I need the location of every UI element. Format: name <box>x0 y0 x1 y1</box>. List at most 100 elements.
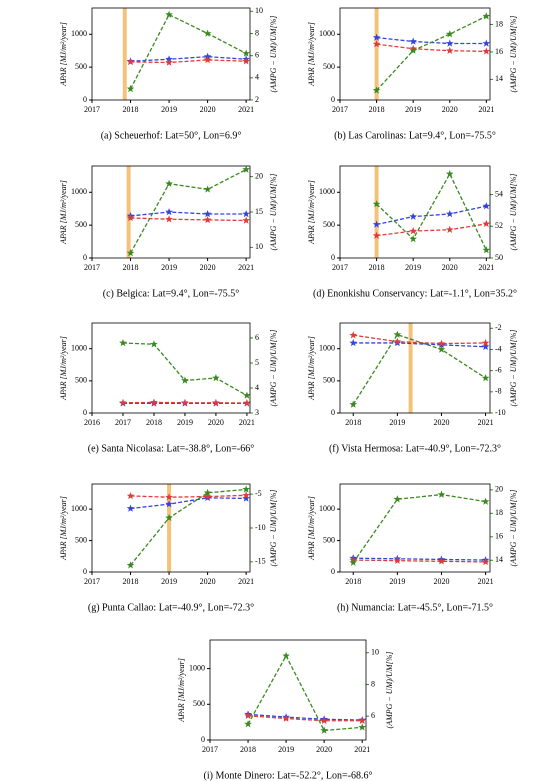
y-tick-label: 0 <box>331 408 335 417</box>
point <box>482 202 491 210</box>
y2-tick-label: -5 <box>255 489 262 498</box>
x-tick-label: 2019 <box>161 577 177 586</box>
point <box>126 213 135 222</box>
y2-axis-label: (AMPG − UM)/UM[%] <box>509 174 518 251</box>
point <box>203 492 212 500</box>
caption: (i) Monte Dinero: Lat=-52.2°, Lon=-68.6° <box>204 770 373 781</box>
point <box>437 490 446 498</box>
y-tick-label: 1000 <box>319 504 335 513</box>
y2-tick-label: 5 <box>255 358 259 367</box>
x-tick-label: 2017 <box>115 418 131 427</box>
point <box>242 485 250 493</box>
point <box>243 399 251 407</box>
point <box>165 513 173 522</box>
point <box>409 46 417 54</box>
y2-tick-label: -4 <box>495 344 502 353</box>
x-tick-label: 2018 <box>369 263 385 272</box>
y-tick-label: 1000 <box>71 29 87 38</box>
x-tick-label: 2021 <box>238 105 254 114</box>
x-tick-label: 2018 <box>345 418 361 427</box>
x-tick-label: 2017 <box>332 105 348 114</box>
point <box>126 491 135 500</box>
point <box>244 711 252 719</box>
x-tick-label: 2020 <box>316 745 332 754</box>
point <box>203 29 212 37</box>
point <box>481 338 490 347</box>
x-tick-label: 2019 <box>389 418 405 427</box>
y2-tick-label: -10 <box>495 408 506 417</box>
y2-tick-label: 10 <box>255 6 263 15</box>
axes-frame <box>91 7 251 101</box>
y2-axis-label: (AMPG − UM)/UM[%] <box>269 16 278 93</box>
x-tick-label: 2017 <box>332 263 348 272</box>
y-axis-label: APAR [MJ/m²/year] <box>307 180 316 245</box>
point <box>372 86 381 94</box>
point <box>482 39 491 47</box>
point <box>320 726 328 734</box>
y-tick-label: 500 <box>75 62 87 71</box>
x-tick-label: 2020 <box>433 418 449 427</box>
caption: (e) Santa Nicolasa: Lat=-38.8°, Lon=-66° <box>88 443 254 454</box>
point <box>445 225 454 233</box>
marker-band <box>408 323 413 413</box>
point <box>481 342 490 351</box>
y2-tick-label: 52 <box>495 221 503 230</box>
y-axis-label: APAR [MJ/m²/year] <box>59 180 68 245</box>
point <box>165 208 173 216</box>
point <box>126 561 135 569</box>
series-line <box>376 223 487 237</box>
point <box>409 227 417 235</box>
axes-frame <box>91 483 251 573</box>
point <box>393 556 402 564</box>
y-tick-label: 1000 <box>319 187 335 196</box>
series-line <box>130 217 247 222</box>
caption: (f) Vista Hermosa: Lat=-40.9°, Lon=-72.3… <box>329 443 501 454</box>
x-tick-label: 2021 <box>478 577 494 586</box>
series-line <box>130 497 247 510</box>
point <box>482 246 491 254</box>
series-line <box>248 713 363 721</box>
axes-frame <box>91 165 251 259</box>
y-tick-label: 500 <box>323 376 335 385</box>
y2-axis-label: (AMPG − UM)/UM[%] <box>509 16 518 93</box>
y2-tick-label: 20 <box>495 485 503 494</box>
point <box>481 374 490 382</box>
point <box>409 212 417 220</box>
series-line <box>248 715 363 722</box>
x-tick-label: 2019 <box>389 577 405 586</box>
series-line <box>129 13 247 90</box>
point <box>242 209 250 218</box>
x-tick-label: 2021 <box>478 263 494 272</box>
series-line <box>130 59 247 64</box>
point <box>165 58 173 66</box>
y2-axis-label: (AMPG − UM)/UM[%] <box>509 490 518 567</box>
point <box>243 391 251 399</box>
point <box>445 209 454 218</box>
point <box>445 39 454 47</box>
y2-tick-label: 18 <box>495 508 503 517</box>
axes-frame <box>339 322 491 414</box>
point <box>437 339 446 347</box>
y2-tick-label: 10 <box>255 242 263 251</box>
x-tick-label: 2019 <box>405 105 421 114</box>
y-tick-label: 1000 <box>319 344 335 353</box>
series-line <box>376 43 487 53</box>
y2-tick-label: 10 <box>371 648 379 657</box>
point <box>481 497 490 505</box>
point <box>242 49 250 57</box>
y2-tick-label: 18 <box>495 19 503 28</box>
point <box>482 219 491 228</box>
point <box>126 504 135 512</box>
x-tick-label: 2021 <box>354 745 370 754</box>
y2-tick-label: -2 <box>495 323 502 332</box>
y2-tick-label: 15 <box>255 207 263 216</box>
series-line <box>376 205 487 226</box>
y2-tick-label: 6 <box>255 333 259 342</box>
y2-tick-label: -6 <box>495 365 502 374</box>
axes-frame <box>91 322 251 414</box>
point <box>282 651 290 660</box>
y-tick-label: 1000 <box>189 663 205 672</box>
point <box>203 488 212 497</box>
